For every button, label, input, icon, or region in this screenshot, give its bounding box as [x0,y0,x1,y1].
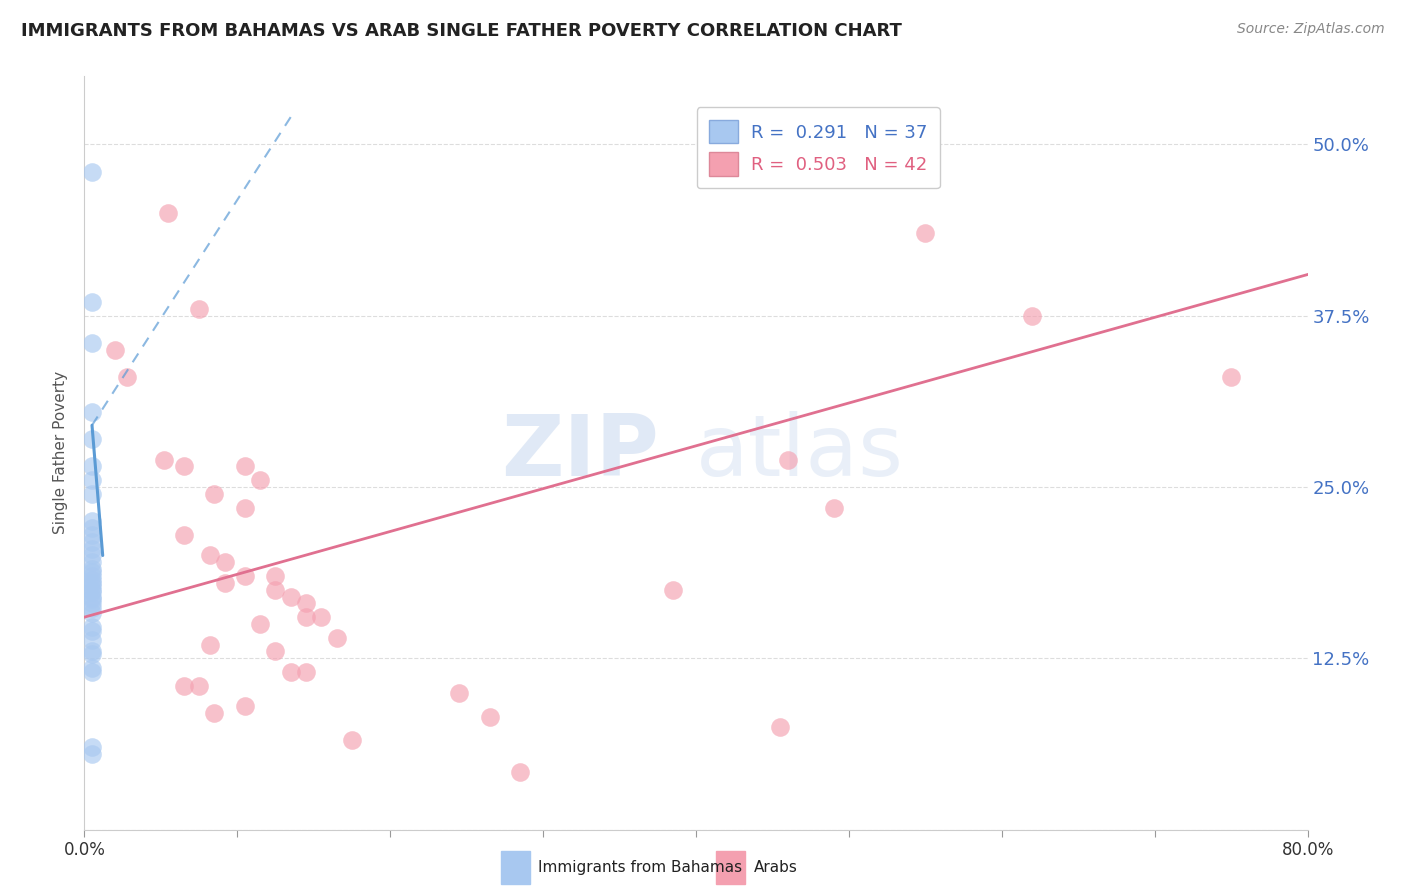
Point [80,665,103,679]
Point [80,600,103,615]
Point [80,549,103,563]
Point [295,596,318,610]
Point [1220,370,1243,384]
Point [214,575,236,590]
Point [80,585,103,599]
Text: atlas: atlas [696,411,904,494]
Y-axis label: Single Father Poverty: Single Father Poverty [53,371,69,534]
Point [509,764,531,779]
Text: Source: ZipAtlas.com: Source: ZipAtlas.com [1237,22,1385,37]
Point [173,459,195,474]
Point [188,301,211,316]
Text: Arabs: Arabs [754,860,797,875]
Point [80,487,103,501]
Point [80,562,103,576]
Point [914,227,936,241]
Point [80,432,103,446]
Point [157,206,180,220]
Point [80,592,103,607]
Point [80,541,103,556]
Point [233,699,256,714]
Point [80,582,103,597]
Point [233,569,256,583]
Text: IMMIGRANTS FROM BAHAMAS VS ARAB SINGLE FATHER POVERTY CORRELATION CHART: IMMIGRANTS FROM BAHAMAS VS ARAB SINGLE F… [21,22,903,40]
Point [80,747,103,761]
Point [311,610,333,624]
Point [80,473,103,487]
Point [233,500,256,515]
Point [80,624,103,638]
Bar [716,851,745,883]
Point [80,555,103,569]
Text: Immigrants from Bahamas: Immigrants from Bahamas [538,860,742,875]
Bar [501,851,530,883]
Point [198,549,221,563]
Point [80,534,103,549]
Point [80,565,103,579]
Point [295,665,318,679]
Point [80,165,103,179]
Point [264,582,287,597]
Point [198,638,221,652]
Point [295,610,318,624]
Point [80,569,103,583]
Point [214,555,236,569]
Point [202,706,225,720]
Point [80,459,103,474]
Point [80,647,103,661]
Point [80,633,103,648]
Point [80,661,103,675]
Point [776,452,799,467]
Point [80,514,103,528]
Point [769,720,792,734]
Point [153,452,176,467]
Point [80,294,103,309]
Point [249,617,271,632]
Point [173,679,195,693]
Point [823,500,845,515]
Point [233,459,256,474]
Point [80,740,103,755]
Point [80,336,103,351]
Point [173,528,195,542]
Point [115,370,138,384]
Point [202,487,225,501]
Point [104,343,127,357]
Point [80,579,103,593]
Point [249,473,271,487]
Point [280,665,302,679]
Point [280,590,302,604]
Point [1021,309,1043,323]
Point [80,596,103,610]
Point [478,710,501,724]
Point [80,573,103,587]
Point [80,606,103,620]
Legend: R =  0.291   N = 37, R =  0.503   N = 42: R = 0.291 N = 37, R = 0.503 N = 42 [697,107,939,188]
Point [264,569,287,583]
Point [80,644,103,658]
Point [340,733,363,747]
Point [447,685,470,699]
Point [80,620,103,634]
Point [80,521,103,535]
Point [264,644,287,658]
Point [325,631,347,645]
Point [188,679,211,693]
Point [80,590,103,604]
Point [662,582,685,597]
Text: ZIP: ZIP [502,411,659,494]
Point [80,404,103,418]
Point [80,528,103,542]
Point [80,575,103,590]
